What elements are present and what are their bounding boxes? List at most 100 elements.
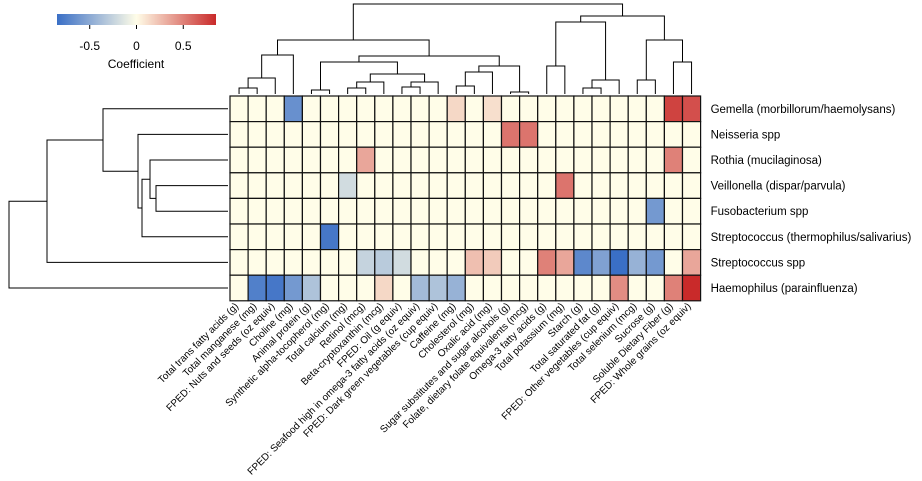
heatmap-cell (301, 95, 322, 123)
heatmap-cell (500, 249, 521, 276)
heatmap-cell (319, 197, 340, 225)
heatmap-cell (410, 249, 430, 276)
heatmap-cell (482, 146, 503, 174)
heatmap-cell (428, 120, 448, 148)
heatmap-cell (609, 197, 629, 225)
heatmap-cell (374, 95, 394, 123)
heatmap-cell (338, 120, 358, 148)
heatmap-cell (645, 223, 665, 251)
heatmap-cell (537, 274, 557, 302)
heatmap-cell (627, 249, 647, 276)
heatmap-cell (464, 249, 484, 276)
heatmap-cell (446, 197, 466, 225)
heatmap-cell (645, 172, 665, 200)
heatmap-cell (319, 274, 340, 302)
dendrogram-link (580, 15, 665, 40)
heatmap-cell (627, 172, 647, 200)
heatmap-cell (392, 223, 412, 251)
heatmap-cell (464, 95, 484, 123)
heatmap-cell (265, 172, 285, 200)
heatmap-cell (265, 249, 285, 276)
dendrogram-link (555, 21, 607, 80)
heatmap-cell (627, 120, 647, 148)
heatmap-cell (627, 223, 647, 251)
heatmap-cell (247, 197, 267, 225)
heatmap-cell (555, 274, 575, 302)
dendrogram-link (510, 91, 530, 94)
heatmap-cell (374, 274, 394, 302)
heatmap-cell (537, 95, 557, 123)
heatmap-cell (591, 120, 611, 148)
heatmap-cell (247, 249, 267, 276)
heatmap-cell (301, 223, 322, 251)
heatmap-cell (663, 172, 684, 200)
heatmap-cell (319, 95, 340, 123)
column-labels: Total trans fatty acids (g)Total mangane… (156, 301, 693, 477)
heatmap-cell (283, 223, 303, 251)
heatmap-cell (482, 223, 503, 251)
dendrogram-link (137, 133, 228, 209)
heatmap-cells (229, 95, 702, 302)
dendrogram-link (645, 39, 683, 80)
heatmap-cell (247, 223, 267, 251)
heatmap-cell (229, 249, 249, 276)
heatmap-cell (428, 274, 448, 302)
heatmap-cell (500, 197, 521, 225)
heatmap-cell (518, 172, 539, 200)
row-label: Streptococcus spp (711, 257, 806, 269)
heatmap-cell (283, 197, 303, 225)
heatmap-cell (591, 146, 611, 174)
heatmap-cell (681, 223, 702, 251)
heatmap-cell (319, 223, 340, 251)
heatmap-cell (482, 95, 503, 123)
heatmap-cell (663, 95, 684, 123)
heatmap-cell (374, 223, 394, 251)
heatmap-cell (681, 274, 702, 302)
heatmap-cell (265, 274, 285, 302)
heatmap-cell (392, 95, 412, 123)
heatmap-cell (482, 172, 503, 200)
heatmap-cell (338, 146, 358, 174)
heatmap-cell (356, 172, 376, 200)
heatmap-cell (573, 197, 593, 225)
legend-color-bar (57, 14, 216, 25)
dendrogram-link (369, 73, 426, 82)
row-label: Fusobacterium spp (711, 206, 809, 218)
heatmap-cell (247, 95, 267, 123)
heatmap-cell (356, 146, 376, 174)
heatmap-cell (537, 249, 557, 276)
heatmap-cell (410, 274, 430, 302)
heatmap-cell (663, 146, 684, 174)
heatmap-cell (265, 197, 285, 225)
heatmap-cell (573, 95, 593, 123)
heatmap-cell (374, 197, 394, 225)
heatmap-cell (537, 120, 557, 148)
heatmap-cell (446, 172, 466, 200)
legend-ticks: -0.5 0 0.5 (79, 25, 192, 53)
heatmap-cell (283, 249, 303, 276)
heatmap-cell (392, 274, 412, 302)
dendrogram-link (149, 159, 228, 199)
row-label: Streptococcus (thermophilus/salivarius) (711, 232, 912, 244)
row-label: Haemophilus (parainfluenza) (711, 283, 858, 295)
heatmap-cell (482, 249, 503, 276)
heatmap-cell (464, 223, 484, 251)
heatmap-cell (338, 95, 358, 123)
heatmap-cell (609, 274, 629, 302)
dendrogram-link (636, 79, 656, 94)
heatmap-cell (374, 120, 394, 148)
heatmap-cell (645, 197, 665, 225)
heatmap-cell (338, 172, 358, 200)
heatmap-cell (319, 146, 340, 174)
heatmap-cell (301, 249, 322, 276)
heatmap-cell (283, 274, 303, 302)
heatmap-cell (681, 146, 702, 174)
heatmap-cell (591, 95, 611, 123)
heatmap-cell (518, 249, 539, 276)
heatmap-cell (283, 120, 303, 148)
heatmap-cell (645, 146, 665, 174)
heatmap-cell (265, 95, 285, 123)
heatmap-cell (338, 249, 358, 276)
legend-tick-label: 0.5 (175, 39, 192, 53)
row-labels: Gemella (morbillorum/haemolysans) Neisser… (711, 104, 912, 295)
